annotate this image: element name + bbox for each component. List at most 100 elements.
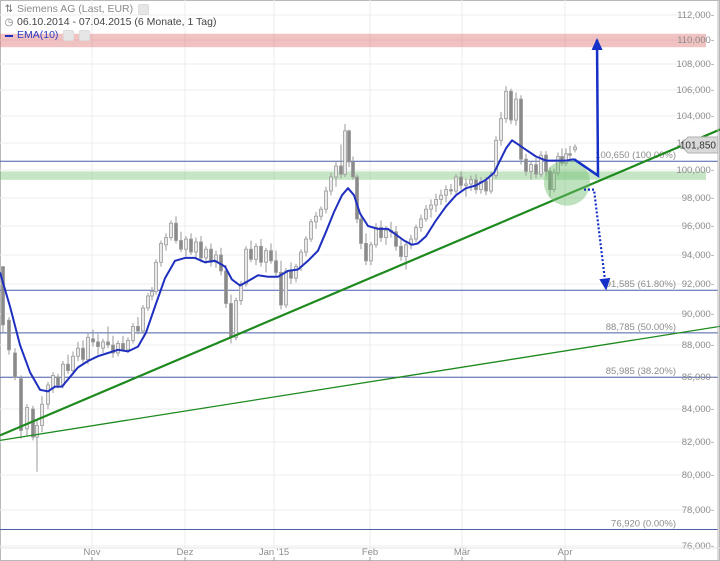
legend-range-row: ◷ 06.10.2014 - 07.04.2015 (6 Monate, 1 T… bbox=[4, 16, 217, 29]
chart-legend: ⇅ Siemens AG (Last, EUR) ◷ 06.10.2014 - … bbox=[4, 3, 216, 42]
candle-body bbox=[394, 231, 398, 247]
arrow-down-icon bbox=[599, 277, 611, 291]
candle-body bbox=[121, 343, 125, 351]
y-tick-label: 106,000- bbox=[676, 85, 714, 96]
candle-body bbox=[534, 164, 538, 175]
indicator-remove-button[interactable] bbox=[79, 30, 91, 41]
candle-body bbox=[294, 266, 298, 279]
candle-body bbox=[111, 344, 115, 354]
candle-body bbox=[529, 164, 533, 172]
candle-body bbox=[269, 250, 273, 262]
candle-body bbox=[314, 215, 318, 223]
candle-body bbox=[131, 325, 135, 341]
candle-body bbox=[19, 378, 23, 431]
candle-body bbox=[136, 325, 140, 332]
candle-body bbox=[254, 245, 258, 260]
candle-body bbox=[101, 341, 105, 349]
x-tick-label: Nov bbox=[84, 547, 101, 558]
candle-body bbox=[126, 339, 130, 351]
candle-body bbox=[374, 227, 378, 246]
candle-body bbox=[539, 154, 543, 175]
last-price-label: 101,850 bbox=[680, 141, 717, 152]
candle-body bbox=[514, 98, 518, 121]
y-tick-label: 86,000- bbox=[682, 372, 714, 383]
instrument-settings-button[interactable] bbox=[138, 4, 150, 15]
y-tick-label: 92,000- bbox=[682, 279, 714, 290]
candle-body bbox=[249, 248, 253, 260]
candle-body bbox=[259, 245, 263, 263]
candle-body bbox=[96, 341, 100, 347]
candle-body bbox=[164, 237, 168, 246]
y-tick-label: 82,000- bbox=[682, 437, 714, 448]
candle-body bbox=[304, 238, 308, 253]
resistance-zone bbox=[0, 33, 706, 48]
candle-body bbox=[479, 180, 483, 190]
candle-body bbox=[484, 180, 488, 192]
x-tick-label: Jan '15 bbox=[259, 547, 289, 558]
y-tick-label: 108,000- bbox=[676, 59, 714, 70]
candle-body bbox=[279, 271, 283, 306]
indicator-settings-button[interactable] bbox=[63, 30, 75, 41]
candle-body bbox=[404, 244, 408, 257]
y-tick-label: 90,000- bbox=[682, 309, 714, 320]
shallow-uptrend-line bbox=[0, 325, 720, 441]
fib-level-label: 88,785 (50.00%) bbox=[606, 322, 676, 333]
candle-body bbox=[299, 251, 303, 268]
y-tick-label: 96,000- bbox=[682, 221, 714, 232]
candle-body bbox=[489, 175, 493, 192]
candle-body bbox=[141, 307, 145, 332]
candle-body bbox=[384, 229, 388, 239]
candle-body bbox=[564, 153, 568, 164]
y-tick-label: 100,000- bbox=[676, 165, 714, 176]
y-tick-label: 104,000- bbox=[676, 111, 714, 122]
candle-body bbox=[347, 130, 351, 163]
candle-body bbox=[454, 176, 458, 192]
candle-body bbox=[229, 303, 233, 338]
candle-body bbox=[324, 190, 328, 210]
y-axis: 112,000- 110,000- 108,000- 106,000- 104,000-… bbox=[676, 0, 719, 561]
candle-body bbox=[66, 363, 70, 372]
candle-body bbox=[154, 261, 158, 292]
candle-body bbox=[150, 291, 154, 297]
candle-body bbox=[568, 153, 572, 156]
candle-body bbox=[31, 408, 35, 438]
candle-body bbox=[81, 347, 85, 360]
candle-body bbox=[334, 165, 338, 178]
candle-body bbox=[359, 218, 363, 244]
candle-body bbox=[364, 242, 368, 262]
candle-body bbox=[319, 208, 323, 217]
candle-body bbox=[194, 241, 198, 253]
candle-body bbox=[519, 98, 523, 160]
instrument-label: Siemens AG (Last, EUR) bbox=[17, 3, 134, 15]
arrow-up-icon bbox=[591, 38, 603, 51]
candle-body bbox=[264, 250, 268, 263]
candle-body bbox=[419, 218, 423, 228]
candle-body bbox=[71, 355, 75, 372]
candle-body bbox=[189, 238, 193, 253]
candle-body bbox=[464, 183, 468, 186]
fibonacci-levels: 100,650 (100.00%) 91,585 (61.80%) 88,785 (… bbox=[0, 150, 718, 530]
candle-body bbox=[414, 227, 418, 240]
last-price-badge: 101,850 bbox=[679, 136, 719, 154]
y-tick-label: 110,000- bbox=[677, 35, 714, 46]
indicator-label[interactable]: EMA(10) bbox=[17, 29, 59, 41]
legend-instrument-row: ⇅ Siemens AG (Last, EUR) bbox=[4, 3, 216, 16]
candle-body bbox=[289, 270, 293, 279]
candle-body bbox=[146, 295, 150, 309]
candle-body bbox=[25, 406, 29, 430]
candle-body bbox=[56, 376, 60, 386]
candle-body bbox=[434, 198, 438, 206]
candle-body bbox=[179, 240, 183, 250]
candle-body bbox=[439, 194, 443, 200]
candle-body bbox=[116, 343, 120, 354]
x-tick-label: Dez bbox=[177, 547, 194, 558]
candle-body bbox=[7, 319, 11, 351]
candle-body bbox=[449, 189, 453, 192]
candle-body bbox=[169, 222, 173, 238]
candle-body bbox=[524, 158, 528, 172]
candle-body bbox=[556, 156, 560, 174]
date-range-label: 06.10.2014 - 07.04.2015 (6 Monate, 1 Tag… bbox=[17, 16, 217, 28]
candle-body bbox=[174, 222, 178, 241]
gridlines bbox=[0, 0, 706, 548]
